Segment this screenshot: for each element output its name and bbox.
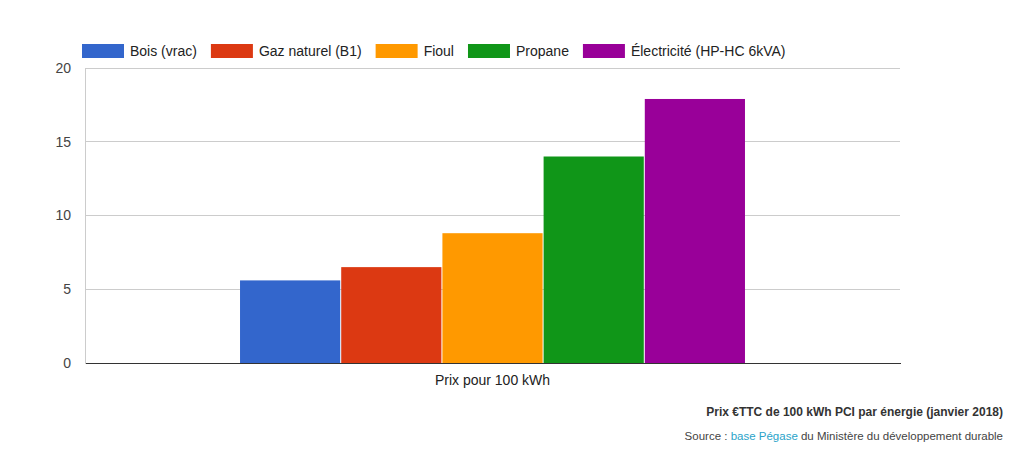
legend-label: Fioul <box>424 43 454 59</box>
bar <box>442 233 542 363</box>
y-tick-label: 0 <box>63 355 71 371</box>
y-tick-label: 10 <box>55 207 71 223</box>
y-tick: 20 <box>55 60 85 76</box>
legend-item: Fioul <box>376 43 454 59</box>
grid-line <box>85 141 900 142</box>
y-tick-label: 15 <box>55 134 71 150</box>
bars <box>240 99 745 363</box>
y-tick-label: 20 <box>55 60 71 76</box>
grid <box>85 68 900 363</box>
source-text: Source : <box>685 430 731 442</box>
x-tick-label: Prix pour 100 kWh <box>435 372 550 388</box>
bar <box>544 157 644 364</box>
legend-item: Gaz naturel (B1) <box>211 43 362 59</box>
x-axis: Prix pour 100 kWh <box>86 363 901 388</box>
y-tick: 0 <box>63 355 85 371</box>
y-tick: 15 <box>55 134 85 150</box>
source-text: du Ministère du développement durable <box>798 430 1003 442</box>
y-axis: 0 5 10 15 20 <box>55 60 85 371</box>
bar <box>645 99 745 363</box>
bar <box>240 280 340 363</box>
legend: Bois (vrac) Gaz naturel (B1) Fioul Propane É… <box>82 43 785 59</box>
legend-label: Propane <box>516 43 569 59</box>
x-axis-line <box>86 363 901 364</box>
legend-label: Électricité (HP-HC 6kVA) <box>631 43 786 59</box>
y-tick-label: 5 <box>63 281 71 297</box>
grid-line <box>85 68 900 69</box>
source-link: base Pégase <box>731 430 798 442</box>
y-tick: 10 <box>55 207 85 223</box>
legend-label: Gaz naturel (B1) <box>259 43 362 59</box>
legend-item: Électricité (HP-HC 6kVA) <box>583 43 786 59</box>
legend-swatch <box>376 44 418 58</box>
y-axis-line <box>85 69 86 364</box>
annotation: Prix €TTC de 100 kWh PCI par énergie (ja… <box>706 405 1003 419</box>
legend-swatch <box>583 44 625 58</box>
legend-label: Bois (vrac) <box>130 43 197 59</box>
chart: 0 5 10 15 20 Prix pour 100 kWh Bois (vrac) Gaz … <box>0 0 1024 472</box>
footer: Prix €TTC de 100 kWh PCI par énergie (ja… <box>685 405 1003 442</box>
bar <box>341 267 441 363</box>
legend-swatch <box>82 44 124 58</box>
grid-line <box>85 215 900 216</box>
legend-swatch <box>468 44 510 58</box>
source: Source : base Pégase du Ministère du dév… <box>685 430 1003 442</box>
y-tick: 5 <box>63 281 85 297</box>
legend-item: Bois (vrac) <box>82 43 197 59</box>
legend-item: Propane <box>468 43 569 59</box>
x-tick: Prix pour 100 kWh <box>435 363 550 388</box>
legend-swatch <box>211 44 253 58</box>
